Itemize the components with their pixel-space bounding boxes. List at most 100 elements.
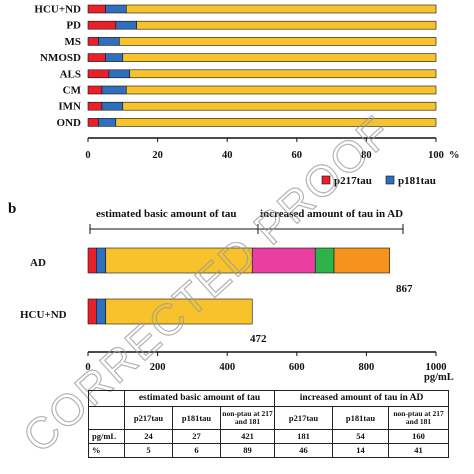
bar-als-remainder	[129, 69, 437, 79]
table-cell: 6	[172, 443, 221, 458]
bar-cm-p217tau	[87, 85, 103, 95]
table-cell: 89	[219, 443, 276, 458]
category-label-nmosd: NMOSD	[40, 52, 81, 64]
bar-ad-segment-6	[333, 247, 391, 274]
bar-cm-p181tau	[101, 85, 127, 95]
x-tick-label: 600	[289, 362, 305, 373]
bar-ad-segment-2	[96, 247, 107, 274]
bar-ad-segment-1	[87, 247, 97, 274]
table-col-header: p181tau	[172, 406, 221, 430]
table-cell: 5	[124, 443, 173, 458]
bar-ond-remainder	[115, 118, 437, 127]
bar-imn-remainder	[122, 101, 437, 111]
bar-ad-segment-4	[251, 247, 316, 274]
bar-hcu-nd-p181tau	[105, 4, 127, 14]
bar-ms-remainder	[119, 37, 437, 46]
table-corner-cell	[88, 390, 125, 407]
bracket-increased-label: increased amount of tau in AD	[260, 208, 403, 220]
table-header-basic: estimated basic amount of tau	[123, 390, 276, 407]
bar-pd-p181tau	[115, 20, 138, 30]
bar-ms-p181tau	[98, 37, 120, 46]
bar-nmosd-remainder	[122, 53, 437, 62]
row-label-hcu-nd: HCU+ND	[20, 309, 67, 321]
panel-b-x-unit: pg/mL	[424, 372, 454, 383]
legend-label-p181tau: p181tau	[398, 175, 436, 187]
panel-b-label: b	[8, 201, 16, 217]
bar-als-p181tau	[108, 69, 131, 79]
panel-b-bars	[87, 247, 391, 325]
row-label-ad: AD	[30, 257, 46, 269]
panel-b-x-ticks: 0 200 400 600 800 1000	[85, 352, 447, 373]
bar-nmosd-p181tau	[105, 53, 124, 62]
bar-pd-remainder	[136, 20, 437, 30]
bar-hcu-nd-remainder	[125, 4, 437, 14]
panel-a-x-ticks: 0 20 40 60 80 100	[85, 138, 444, 161]
category-label-als: ALS	[60, 68, 81, 80]
legend-label-p217tau: p217tau	[334, 175, 372, 187]
x-tick-label: 1000	[426, 362, 447, 373]
panel-b-chart: b estimated basic amount of tau increase…	[8, 201, 454, 383]
panel-a-category-labels: HCU+ND PD MS NMOSD ALS CM IMN OND	[34, 4, 81, 129]
table-row: % 5 6 89 46 14 41	[88, 443, 450, 458]
category-label-hcu-nd: HCU+ND	[34, 4, 81, 16]
table-corner-cell	[88, 406, 125, 430]
x-tick-label: 80	[361, 150, 372, 161]
bar-cm-remainder	[125, 85, 437, 95]
bar-ond-p181tau	[98, 118, 117, 127]
x-tick-label: 800	[359, 362, 375, 373]
table-cell: 27	[172, 429, 221, 444]
table-row-label: %	[88, 443, 125, 458]
bracket-basic-label: estimated basic amount of tau	[96, 208, 237, 220]
x-tick-label: 20	[152, 150, 163, 161]
category-label-cm: CM	[63, 85, 82, 97]
table-col-header: p217tau	[124, 406, 173, 430]
legend-swatch-p181tau	[385, 175, 395, 185]
x-tick-label: 200	[150, 362, 166, 373]
x-tick-label: 0	[85, 150, 90, 161]
panel-a-legend: p217tau p181tau	[321, 175, 436, 187]
table-header-group-row: estimated basic amount of tau increased …	[88, 390, 450, 407]
bar-imn-p181tau	[101, 101, 124, 111]
bar-hcu-nd-segment-3	[105, 298, 253, 325]
legend-swatch-p217tau	[321, 175, 331, 185]
table-row: pg/mL 24 27 421 181 54 160	[88, 429, 450, 444]
bar-hcu-nd-segment-1	[87, 298, 97, 325]
table-cell: 41	[388, 443, 450, 458]
table-col-header: non-ptau at 217 and 181	[219, 406, 276, 430]
category-label-ms: MS	[65, 36, 82, 48]
bar-imn-p217tau	[87, 101, 103, 111]
table-cell: 46	[274, 443, 334, 458]
table-col-header: non-ptau at 217 and 181	[388, 406, 450, 430]
table-cell: 54	[332, 429, 390, 444]
category-label-imn: IMN	[58, 101, 81, 113]
x-tick-label: 0	[85, 362, 90, 373]
total-ad: 867	[396, 283, 413, 295]
bar-pd-p217tau	[87, 20, 117, 30]
table-column-header-row: p217tau p181tau non-ptau at 217 and 181 …	[88, 406, 450, 430]
summary-table: estimated basic amount of tau increased …	[88, 390, 450, 458]
x-tick-label: 40	[222, 150, 233, 161]
table-header-increased: increased amount of tau in AD	[274, 390, 450, 407]
table-cell: 421	[219, 429, 276, 444]
bar-ad-segment-5	[314, 247, 335, 274]
panel-a-bars	[87, 4, 437, 127]
bar-als-p217tau	[87, 69, 110, 79]
x-tick-label: 60	[292, 150, 303, 161]
bar-nmosd-p217tau	[87, 53, 106, 62]
table-cell: 181	[274, 429, 334, 444]
total-hcu-nd: 472	[250, 333, 267, 345]
category-label-ond: OND	[57, 117, 82, 129]
bar-ond-p217tau	[87, 118, 99, 127]
table-col-header: p181tau	[332, 406, 390, 430]
bar-hcu-nd-p217tau	[87, 4, 106, 14]
bar-hcu-nd-segment-2	[96, 298, 107, 325]
x-tick-label: 100	[428, 150, 444, 161]
table-col-header: p217tau	[274, 406, 334, 430]
x-tick-label: 400	[219, 362, 235, 373]
category-label-pd: PD	[66, 20, 81, 32]
panel-a-x-unit: %	[449, 150, 460, 161]
table-cell: 160	[388, 429, 450, 444]
bar-ms-p217tau	[87, 37, 99, 46]
bracket-increased	[258, 224, 404, 234]
